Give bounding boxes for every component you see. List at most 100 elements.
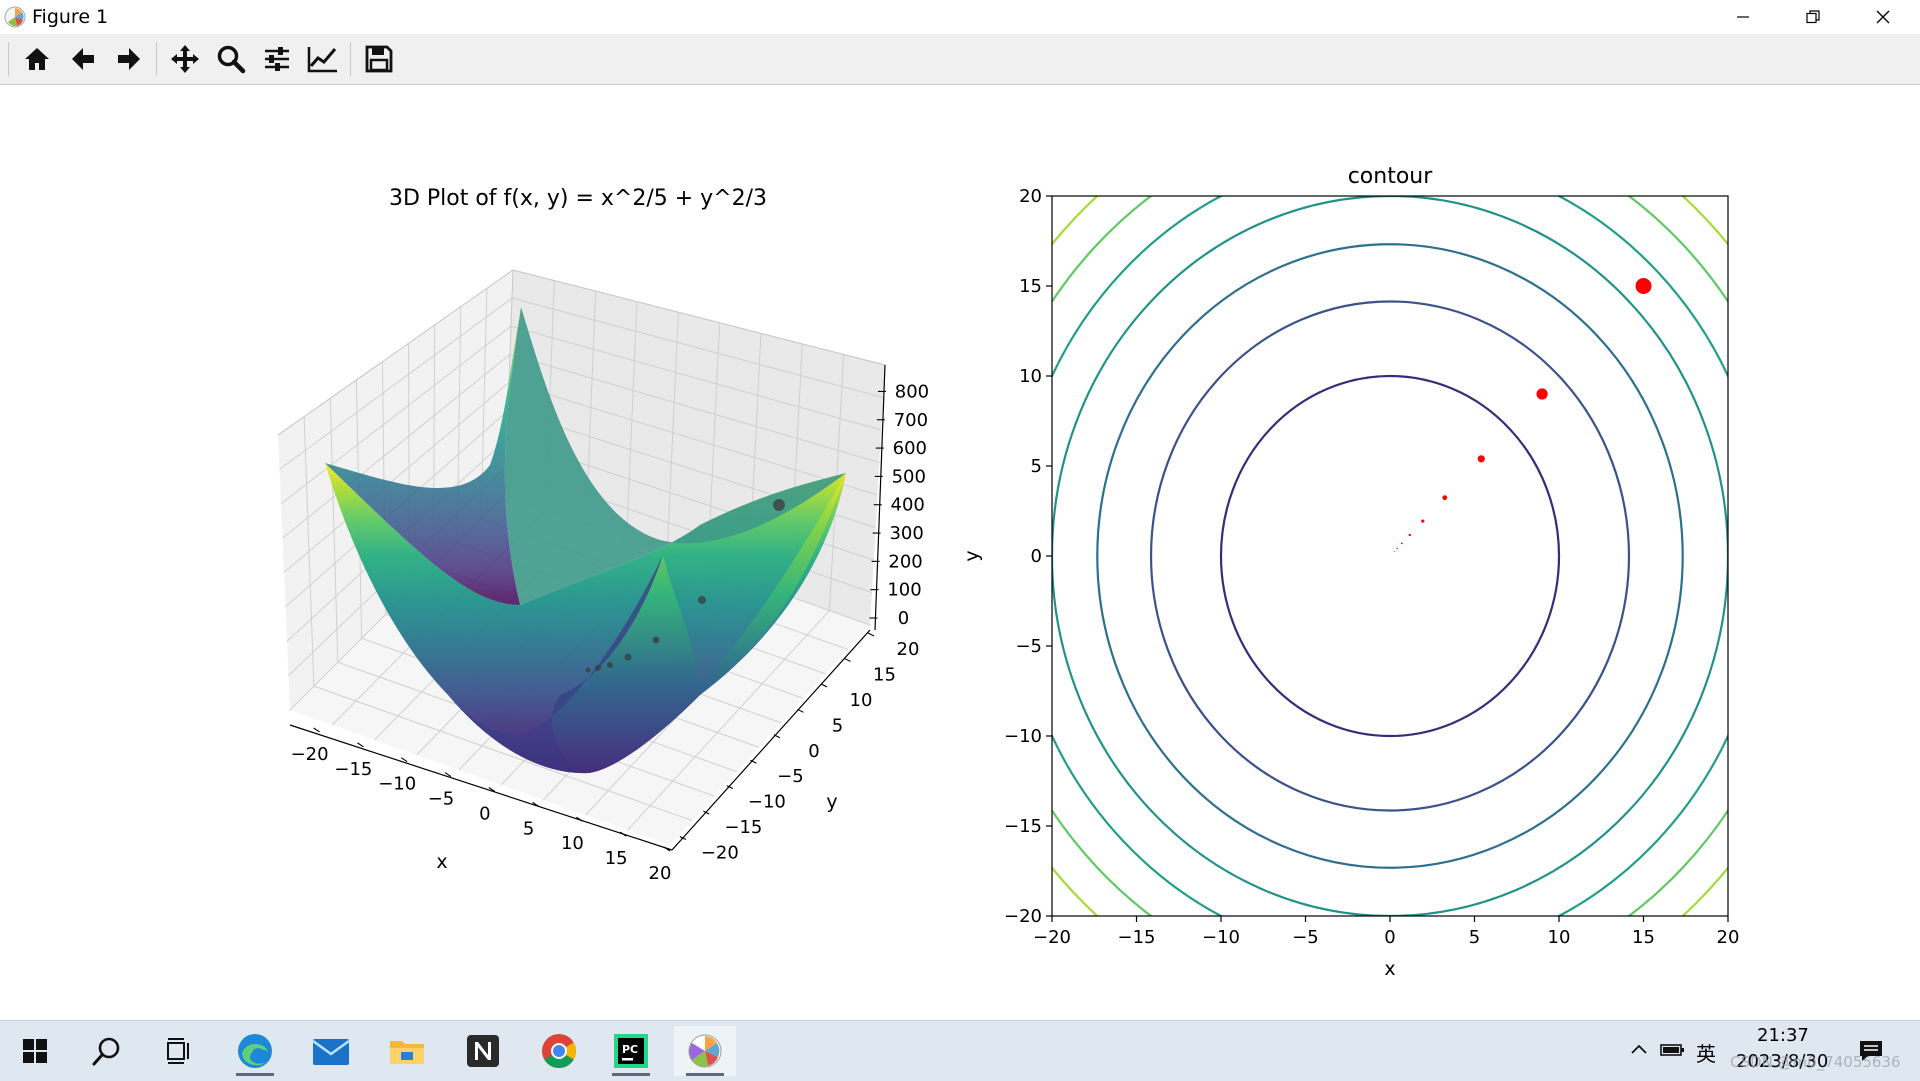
forward-arrow-icon [118,48,140,70]
taskbar-matplotlib-figure[interactable] [674,1026,736,1076]
surface-3d-plot[interactable]: −20−15−10−505101520−20−15−10−50510152001… [0,85,960,1020]
path-point [1393,551,1395,552]
surface-back [325,463,846,774]
x3d-tick-mark [357,742,364,748]
z3d-tick-label: 700 [894,410,928,431]
x3d-tick-label: −5 [428,789,455,810]
z3d-tick-label: 400 [891,495,925,516]
x3d-tick-label: 20 [649,863,672,884]
z3d-tick-label: 200 [888,551,922,572]
minimize-button[interactable] [1714,0,1772,34]
edit-axes-icon [307,47,337,73]
chevron-up-icon[interactable] [1630,1041,1648,1059]
y-tick-label: −15 [1004,816,1042,837]
y3d-tick-mark [679,836,687,841]
x3d-tick-label: −20 [291,744,329,765]
x-tick-label: 20 [1717,927,1740,948]
ticks-3d: −20−15−10−505101520−20−15−10−50510152001… [291,381,930,884]
toolbar-separator [350,42,351,76]
edit-axes-button[interactable] [304,40,342,78]
taskbar-mail[interactable] [300,1026,362,1076]
start-button[interactable] [4,1026,66,1076]
home-icon [25,48,49,70]
x-tick-label: −5 [1292,927,1319,948]
active-indicator [612,1073,650,1076]
y3d-tick-mark [797,708,804,713]
taskbar-chrome[interactable] [528,1026,590,1076]
matplotlib-figure-icon [688,1034,722,1068]
grid-line [510,325,882,431]
contour-level-line [1149,300,1631,812]
task-view-icon [167,1038,189,1064]
contour-level-line [1219,374,1561,738]
close-icon [1876,10,1890,24]
x3d-tick-label: −10 [378,774,416,795]
taskbar-pycharm[interactable]: PC [600,1026,662,1076]
y3d-tick-mark [773,734,781,739]
toolbar-separator [156,42,157,76]
descent-path-points [1393,278,1652,552]
pan-button[interactable] [166,40,204,78]
grid-line [279,297,513,470]
z3d-tick-label: 0 [898,608,909,629]
x3d-tick-label: 15 [605,848,628,869]
x3d-tick-mark [488,787,496,792]
z3d-tick-label: 300 [889,523,923,544]
zoom-button[interactable] [212,40,250,78]
taskbar-notion[interactable] [452,1026,514,1076]
y3d-tick-label: 10 [850,690,873,711]
y3d-tick-mark [726,785,734,790]
task-view-button[interactable] [148,1026,210,1076]
grid-line [282,353,511,539]
grid-line [283,382,510,573]
y-tick-label: −5 [1015,636,1042,657]
subplots-button[interactable] [258,40,296,78]
surface-descent-points [585,499,785,673]
active-indicator [236,1073,274,1076]
contour-lines [1052,196,1728,916]
x-tick-label: −10 [1202,927,1240,948]
save-button[interactable] [360,40,398,78]
grid-line [627,610,830,831]
search-button[interactable] [76,1026,138,1076]
y3d-tick-mark [844,657,851,662]
restore-button[interactable] [1784,0,1842,34]
y-tick-label: 20 [1019,186,1042,207]
z3d-tick-label: 800 [895,381,929,402]
back-button[interactable] [64,40,102,78]
contour-title: contour [1348,164,1434,189]
path-point [1396,547,1398,550]
close-button[interactable] [1854,0,1912,34]
zoom-magnifier-icon [217,45,246,74]
grid-line [509,353,880,463]
ime-indicator[interactable]: 英 [1696,1042,1716,1066]
x3d-tick-mark [619,831,627,837]
path-point [1536,388,1548,400]
forward-button[interactable] [110,40,148,78]
plot3d-title: 3D Plot of f(x, y) = x^2/5 + y^2/3 [389,186,767,211]
path-point [1635,278,1652,294]
y-tick-label: −10 [1004,726,1042,747]
x3d-tick-label: 0 [479,803,490,824]
x-tick-label: −15 [1118,927,1156,948]
y-tick-label: 0 [1031,546,1042,567]
y3d-tick-label: −15 [724,817,762,838]
taskbar-file-explorer[interactable] [376,1026,438,1076]
figure-canvas[interactable]: −20 −15 −10 −5 0 5 10 15 20 −20 −15 −10 −5 0 5 10 15 20 0 1… [0,85,1920,1020]
y3d-tick-label: 0 [808,741,819,762]
battery-icon[interactable] [1660,1041,1686,1059]
x-tick-label: 15 [1632,927,1655,948]
y3d-tick-label: −10 [748,792,786,813]
home-button[interactable] [18,40,56,78]
y-tick-label: 10 [1019,366,1042,387]
clock-time[interactable]: 21:37 [1757,1025,1809,1046]
notification-icon[interactable] [1858,1039,1884,1063]
taskbar-edge[interactable] [224,1026,286,1076]
x-tick-label: −20 [1033,927,1071,948]
clock-date[interactable]: 2023/8/30 [1736,1051,1829,1072]
save-floppy-icon [365,45,393,73]
contour-plot[interactable]: −20 −15 −10 −5 0 5 10 15 20 20 15 10 5 0 −5 −10 −15 −20 c… [960,85,1920,1020]
y3d-tick-mark [820,683,828,688]
minimize-icon [1737,16,1749,18]
toolbar-separator [8,42,9,76]
